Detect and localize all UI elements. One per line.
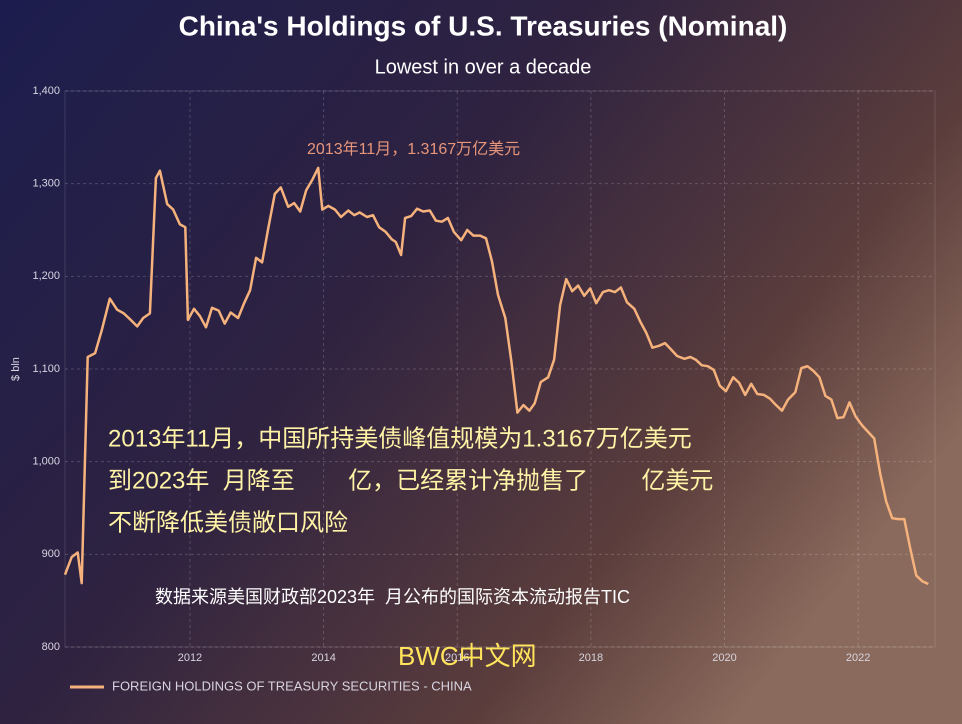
- x-tick-label: 2014: [311, 652, 335, 664]
- x-tick-label: 2012: [178, 652, 202, 664]
- chart-title: China's Holdings of U.S. Treasuries (Nom…: [179, 10, 788, 41]
- y-axis-label: $ bln: [10, 357, 22, 381]
- y-tick-label: 1,100: [32, 363, 60, 375]
- y-tick-label: 800: [42, 641, 60, 653]
- x-tick-label: 2016: [445, 652, 469, 664]
- plot-area: 800 900 1,000 1,100 1,200 1,300 1,400 2012 2014 2…: [32, 85, 936, 664]
- y-tick-label: 1,200: [32, 270, 60, 282]
- data-line: [63, 166, 929, 586]
- annotation: 2013年11月，1.3167万亿美元: [307, 140, 520, 158]
- overlay-text: 2013年11月，中国所持美债峰值规模为1.3167万亿美元: [108, 425, 692, 452]
- x-tick-label: 2020: [712, 652, 736, 664]
- source-note: 数据来源美国财政部2023年 月公布的国际资本流动报告TIC: [155, 587, 630, 607]
- x-tick-label: 2018: [579, 652, 603, 664]
- legend-label: FOREIGN HOLDINGS OF TREASURY SECURITIES …: [112, 678, 472, 693]
- y-tick-label: 1,300: [32, 178, 60, 190]
- chart-subtitle: Lowest in over a decade: [375, 56, 592, 78]
- y-tick-label: 900: [42, 548, 60, 560]
- x-tick-label: 2022: [846, 652, 870, 664]
- plot-frame: [64, 90, 936, 648]
- watermark: BWC中文网: [398, 641, 537, 671]
- y-tick-label: 1,400: [32, 85, 60, 97]
- overlay-text: 到2023年 月降至 亿，已经累计净抛售了 亿美元: [108, 467, 713, 494]
- y-tick-label: 1,000: [32, 456, 60, 468]
- overlay-text: 不断降低美债敞口风险: [108, 509, 348, 536]
